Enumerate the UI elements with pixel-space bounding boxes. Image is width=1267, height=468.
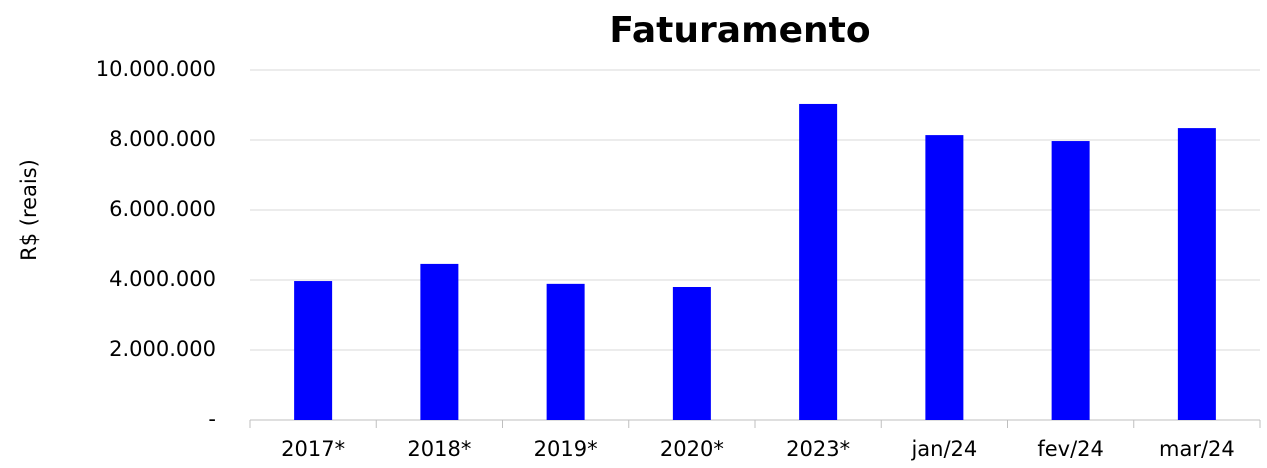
x-tick-label: 2020* (660, 437, 724, 461)
x-tick-label: 2023* (786, 437, 850, 461)
bar (420, 263, 459, 420)
x-tick-label: mar/24 (1159, 437, 1235, 461)
y-tick-label: 8.000.000 (109, 127, 216, 151)
bar (1177, 128, 1216, 420)
bar (546, 283, 585, 420)
x-tick-label: 2017* (281, 437, 345, 461)
bar (799, 103, 838, 420)
x-tick-label: 2018* (407, 437, 471, 461)
bar (1051, 141, 1090, 421)
y-tick-label: 2.000.000 (109, 337, 216, 361)
x-tick-label: jan/24 (910, 437, 977, 461)
x-tick-label: fev/24 (1037, 437, 1104, 461)
y-tick-label: - (208, 407, 216, 431)
x-tick-label: 2019* (534, 437, 598, 461)
y-tick-label: 6.000.000 (109, 197, 216, 221)
bar (925, 135, 964, 420)
bar (294, 281, 333, 420)
y-axis-label: R$ (reais) (17, 159, 41, 261)
y-tick-label: 4.000.000 (109, 267, 216, 291)
chart-title: Faturamento (609, 10, 870, 51)
bar (672, 287, 711, 420)
y-tick-label: 10.000.000 (96, 57, 216, 81)
